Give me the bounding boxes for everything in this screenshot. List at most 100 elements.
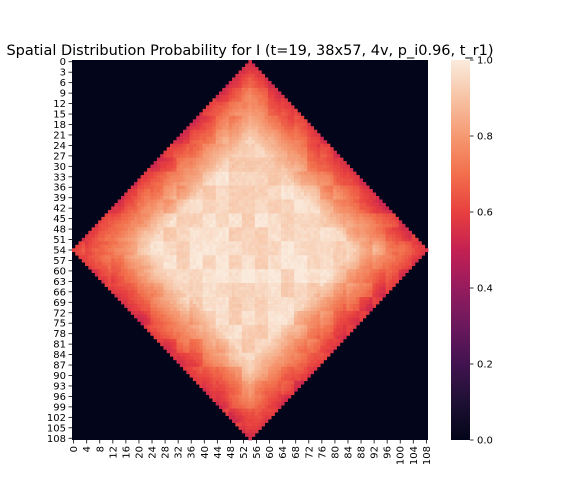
heatmap-cell bbox=[232, 241, 236, 246]
heatmap-cell bbox=[218, 202, 223, 207]
heatmap-cell bbox=[238, 147, 243, 151]
heatmap-cell bbox=[130, 209, 135, 214]
heatmap-cell bbox=[251, 136, 256, 141]
heatmap-cell bbox=[111, 234, 115, 239]
heatmap-cell bbox=[352, 185, 357, 190]
heatmap-cell bbox=[196, 279, 200, 284]
heatmap-cell bbox=[264, 317, 269, 322]
heatmap-cell bbox=[310, 168, 315, 172]
heatmap-cell bbox=[300, 161, 305, 165]
heatmap-cell bbox=[274, 164, 279, 169]
heatmap-cell bbox=[251, 115, 256, 120]
heatmap-cell bbox=[189, 202, 194, 207]
heatmap-cell bbox=[258, 321, 262, 326]
heatmap-cell bbox=[300, 317, 305, 322]
heatmap-cell bbox=[179, 311, 184, 315]
heatmap-cell bbox=[120, 244, 125, 249]
heatmap-cell bbox=[232, 300, 236, 305]
heatmap-cell bbox=[205, 258, 210, 263]
heatmap-cell bbox=[261, 279, 266, 284]
heatmap-cell bbox=[199, 248, 203, 253]
heatmap-cell bbox=[232, 147, 236, 151]
heatmap-cell bbox=[359, 195, 364, 200]
heatmap-cell bbox=[336, 265, 341, 270]
heatmap-cell bbox=[127, 286, 132, 291]
heatmap-cell bbox=[114, 276, 119, 280]
heatmap-cell bbox=[346, 297, 350, 301]
heatmap-cell bbox=[147, 314, 151, 319]
heatmap-cell bbox=[176, 140, 181, 145]
heatmap-cell bbox=[251, 328, 256, 333]
heatmap-cell bbox=[173, 286, 177, 291]
heatmap-cell bbox=[251, 237, 256, 242]
heatmap-cell bbox=[163, 286, 168, 291]
heatmap-cell bbox=[290, 248, 295, 253]
heatmap-cell bbox=[150, 195, 155, 200]
heatmap-cell bbox=[297, 133, 301, 138]
heatmap-cell bbox=[232, 122, 236, 127]
heatmap-cell bbox=[352, 265, 357, 270]
heatmap-cell bbox=[130, 279, 135, 284]
heatmap-cell bbox=[267, 328, 272, 333]
heatmap-cell bbox=[267, 136, 272, 141]
heatmap-cell bbox=[401, 262, 406, 267]
heatmap-cell bbox=[199, 119, 203, 124]
heatmap-cell bbox=[271, 311, 275, 315]
heatmap-cell bbox=[189, 209, 194, 214]
heatmap-cell bbox=[209, 164, 213, 169]
heatmap-cell bbox=[408, 237, 413, 242]
heatmap-cell bbox=[264, 101, 269, 106]
heatmap-cell bbox=[186, 202, 190, 207]
heatmap-cell bbox=[326, 251, 331, 256]
heatmap-cell bbox=[189, 272, 194, 277]
heatmap-cell bbox=[274, 220, 279, 225]
heatmap-cell bbox=[173, 317, 177, 322]
heatmap-cell bbox=[274, 265, 279, 270]
heatmap-cell bbox=[264, 157, 269, 162]
heatmap-cell bbox=[245, 154, 249, 158]
heatmap-cell bbox=[134, 199, 138, 204]
heatmap-cell bbox=[186, 331, 190, 336]
heatmap-cell bbox=[264, 178, 269, 183]
heatmap-cell bbox=[369, 206, 373, 211]
heatmap-cell bbox=[254, 244, 259, 249]
heatmap-cell bbox=[104, 265, 109, 270]
heatmap-cell bbox=[218, 178, 223, 183]
heatmap-cell bbox=[91, 248, 96, 253]
heatmap-cell bbox=[320, 283, 324, 287]
heatmap-cell bbox=[192, 129, 197, 134]
heatmap-cell bbox=[189, 195, 194, 200]
heatmap-cell bbox=[267, 223, 272, 228]
heatmap-cell bbox=[258, 182, 262, 186]
heatmap-cell bbox=[362, 237, 367, 242]
heatmap-cell bbox=[189, 297, 194, 301]
heatmap-cell bbox=[316, 255, 321, 260]
heatmap-cell bbox=[199, 216, 203, 221]
heatmap-cell bbox=[163, 216, 168, 221]
heatmap-cell bbox=[228, 195, 233, 200]
heatmap-cell bbox=[130, 241, 135, 246]
heatmap-cell bbox=[343, 286, 347, 291]
heatmap-cell bbox=[297, 115, 301, 120]
heatmap-cell bbox=[258, 230, 262, 235]
heatmap-cell bbox=[156, 314, 161, 319]
heatmap-cell bbox=[395, 265, 399, 270]
heatmap-cell bbox=[382, 283, 386, 287]
heatmap-cell bbox=[235, 283, 239, 287]
heatmap-cell bbox=[258, 251, 262, 256]
heatmap-cell bbox=[245, 157, 249, 162]
heatmap-cell bbox=[372, 206, 377, 211]
heatmap-cell bbox=[359, 276, 364, 280]
heatmap-cell bbox=[267, 161, 272, 165]
heatmap-cell bbox=[196, 269, 200, 274]
heatmap-cell bbox=[352, 283, 357, 287]
heatmap-cell bbox=[369, 241, 373, 246]
heatmap-cell bbox=[192, 272, 197, 277]
heatmap-cell bbox=[405, 265, 409, 270]
heatmap-cell bbox=[238, 304, 243, 308]
heatmap-cell bbox=[218, 126, 223, 131]
heatmap-cell bbox=[307, 251, 311, 256]
heatmap-cell bbox=[290, 216, 295, 221]
heatmap-cell bbox=[228, 272, 233, 277]
heatmap-cell bbox=[215, 272, 220, 277]
